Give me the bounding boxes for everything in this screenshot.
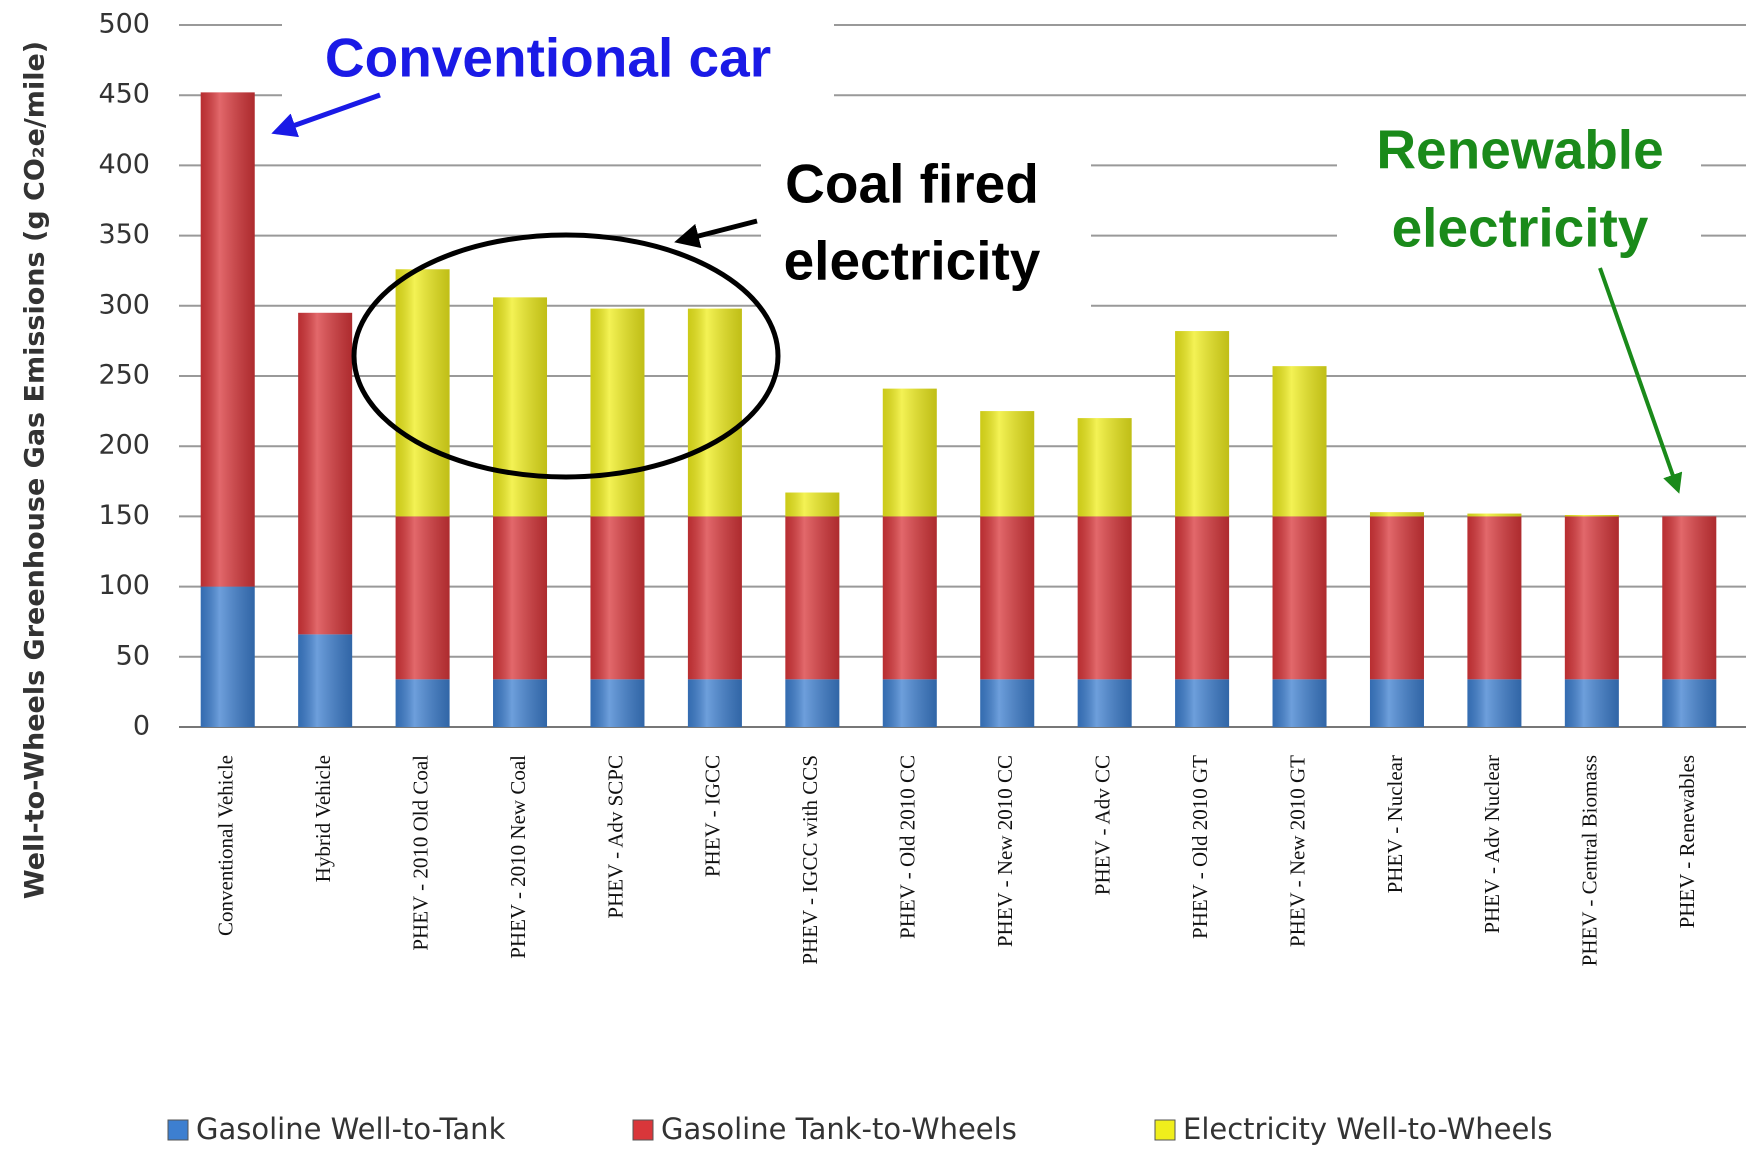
x-tick-label: PHEV - Adv Nuclear xyxy=(1480,755,1504,934)
bar-shade xyxy=(298,312,353,635)
annotation: Conventional car xyxy=(325,27,771,89)
x-tick-label: PHEV - Old 2010 CC xyxy=(896,755,920,939)
annotations: Conventional car Coal fired electricity Ren… xyxy=(271,22,1701,494)
bar-shade xyxy=(1369,516,1424,680)
y-tick-label: 150 xyxy=(98,500,150,531)
bar-shade xyxy=(882,679,937,727)
bar-shade xyxy=(1369,679,1424,727)
bar-shade xyxy=(298,634,353,727)
y-tick-label: 250 xyxy=(98,360,150,391)
y-tick-label: 500 xyxy=(98,9,150,40)
bars: Conventional Vehicle Hybrid Vehicle PHEV -… xyxy=(200,92,1717,966)
bar-shade xyxy=(590,308,645,517)
bar-shade xyxy=(200,586,255,727)
annotation: electricity xyxy=(1392,197,1649,259)
bar-shade xyxy=(1077,679,1132,727)
bar-shade xyxy=(1467,516,1522,680)
bar-shade xyxy=(200,92,255,587)
legend-swatch xyxy=(632,1119,654,1141)
bar-shade xyxy=(1662,679,1717,727)
y-tick-label: 450 xyxy=(98,79,150,110)
bar-shade xyxy=(1467,513,1522,517)
x-tick-label: PHEV - Adv SCPC xyxy=(603,755,627,919)
bar-shade xyxy=(785,679,840,727)
bar-shade xyxy=(590,679,645,727)
x-tick-label: PHEV - New 2010 GT xyxy=(1285,755,1309,947)
bar-shade xyxy=(687,516,742,680)
bar-shade xyxy=(1272,679,1327,727)
bar-shade xyxy=(882,388,937,517)
bar-shade xyxy=(1564,514,1619,517)
bar-shade xyxy=(1467,679,1522,727)
bar-shade xyxy=(1175,331,1230,517)
y-tick-label: 400 xyxy=(98,149,150,180)
x-tick-label: PHEV - Adv CC xyxy=(1090,755,1114,895)
x-tick-label: PHEV - IGCC with CCS xyxy=(798,755,822,965)
legend-label: Gasoline Well-to-Tank xyxy=(196,1112,506,1146)
bar-shade xyxy=(687,308,742,517)
bar-shade xyxy=(980,516,1035,680)
bar-shade xyxy=(785,492,840,517)
bar-shade xyxy=(1369,512,1424,517)
legend-label: Electricity Well-to-Wheels xyxy=(1183,1112,1553,1146)
annotation-bg xyxy=(761,151,1091,308)
bar-shade xyxy=(395,516,450,680)
bar-shade xyxy=(395,679,450,727)
bar-shade xyxy=(493,516,548,680)
x-tick-label: PHEV - Renewables xyxy=(1675,755,1699,928)
bar-shade xyxy=(493,297,548,517)
legend-label: Gasoline Tank-to-Wheels xyxy=(661,1112,1017,1146)
bar-shade xyxy=(590,516,645,680)
arrow xyxy=(674,218,758,249)
highlight-ellipse xyxy=(351,232,781,480)
arrow xyxy=(1598,267,1683,494)
x-tick-label: Hybrid Vehicle xyxy=(311,755,335,882)
legend-swatch xyxy=(1154,1119,1176,1141)
x-tick-label: Conventional Vehicle xyxy=(214,755,238,936)
bar-shade xyxy=(882,516,937,680)
x-tick-label: PHEV - Old 2010 GT xyxy=(1188,755,1212,939)
x-tick-label: PHEV - 2010 Old Coal xyxy=(408,755,432,951)
x-tick-label: PHEV - Central Biomass xyxy=(1578,755,1602,966)
bar-shade xyxy=(980,411,1035,517)
bar-shade xyxy=(1272,366,1327,517)
annotation: electricity xyxy=(784,230,1041,292)
y-tick-label: 350 xyxy=(98,219,150,250)
bar-shade xyxy=(1175,516,1230,680)
bar-shade xyxy=(785,516,840,680)
bar-shade xyxy=(1272,516,1327,680)
annotation-bg xyxy=(1337,118,1701,268)
y-tick-label: 100 xyxy=(98,570,150,601)
annotation: Coal fired xyxy=(785,153,1039,215)
x-tick-label: PHEV - IGCC xyxy=(701,755,725,877)
bar-shade xyxy=(1077,418,1132,517)
y-tick-label: 50 xyxy=(116,640,150,671)
y-tick-label: 200 xyxy=(98,430,150,461)
bar-shade xyxy=(1564,679,1619,727)
arrow xyxy=(271,92,381,138)
bar-shade xyxy=(687,679,742,727)
bar-shade xyxy=(1077,516,1132,680)
bar-shade xyxy=(980,679,1035,727)
y-axis-title: Well-to-Wheels Greenhouse Gas Emissions … xyxy=(20,41,51,899)
bar-shade xyxy=(1564,516,1619,680)
bar-shade xyxy=(1175,679,1230,727)
x-tick-label: PHEV - 2010 New Coal xyxy=(506,755,530,959)
bar-shade xyxy=(493,679,548,727)
x-tick-label: PHEV - Nuclear xyxy=(1383,755,1407,893)
annotation: Renewable xyxy=(1376,119,1663,181)
legend-swatch xyxy=(167,1119,189,1141)
annotation-bg xyxy=(282,22,834,106)
bar-shade xyxy=(395,269,450,517)
bar-shade xyxy=(1662,516,1717,680)
y-tick-label: 300 xyxy=(98,289,150,320)
x-tick-label: PHEV - New 2010 CC xyxy=(993,755,1017,947)
y-tick-label: 0 xyxy=(133,711,150,742)
